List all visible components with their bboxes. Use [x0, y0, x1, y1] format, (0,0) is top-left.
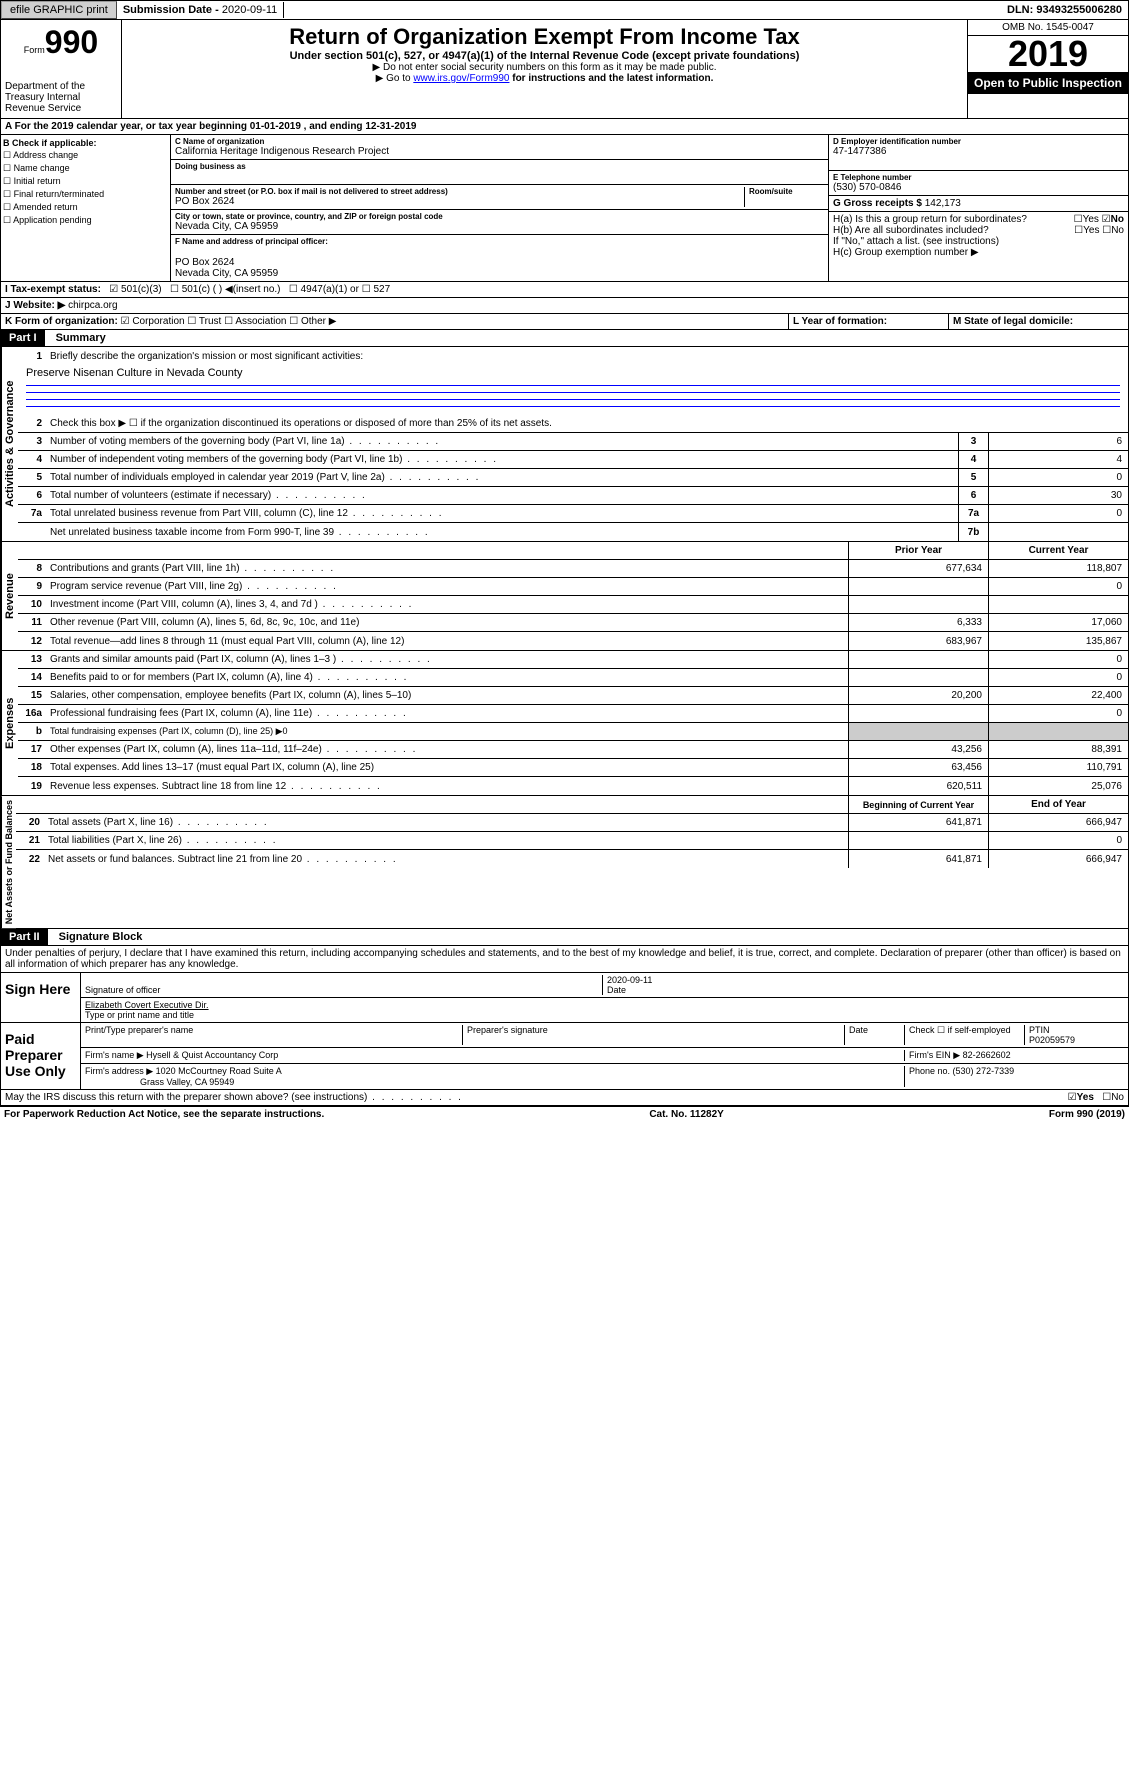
org-city: Nevada City, CA 95959 [175, 221, 824, 232]
submission-date: Submission Date - 2020-09-11 [117, 2, 284, 18]
signature-block: Under penalties of perjury, I declare th… [0, 946, 1129, 1106]
dept-treasury: Department of the Treasury Internal Reve… [5, 81, 117, 114]
sign-here-label: Sign Here [1, 973, 81, 1022]
ptin: P02059579 [1029, 1035, 1075, 1045]
org-address: PO Box 2624 [175, 196, 744, 207]
firm-name: Hysell & Quist Accountancy Corp [146, 1050, 278, 1060]
row-k-l-m: K Form of organization: ☑ Corporation ☐ … [0, 314, 1129, 330]
efile-print-button[interactable]: efile GRAPHIC print [1, 1, 117, 19]
discuss-row: May the IRS discuss this return with the… [1, 1089, 1128, 1105]
title-block: Return of Organization Exempt From Incom… [121, 20, 968, 118]
perjury-text: Under penalties of perjury, I declare th… [1, 946, 1128, 973]
col-d-right: D Employer identification number47-14773… [828, 135, 1128, 281]
row-i-tax-status: I Tax-exempt status: ☑ 501(c)(3) ☐ 501(c… [0, 282, 1129, 298]
net-assets-section: Net Assets or Fund Balances Beginning of… [0, 796, 1129, 929]
year-block: OMB No. 1545-0047 2019 Open to Public In… [968, 20, 1128, 118]
col-b-checkboxes: B Check if applicable: ☐ Address change … [1, 135, 171, 281]
form-number: Form990 Department of the Treasury Inter… [1, 20, 121, 118]
form-title: Return of Organization Exempt From Incom… [126, 24, 963, 50]
paid-preparer-label: Paid Preparer Use Only [1, 1023, 81, 1089]
top-bar: efile GRAPHIC print Submission Date - 20… [0, 0, 1129, 20]
spacer [284, 8, 1001, 12]
row-j-website: J Website: ▶ chirpca.org [0, 298, 1129, 314]
phone: (530) 570-0846 [833, 182, 1124, 193]
section-a: A For the 2019 calendar year, or tax yea… [0, 119, 1129, 135]
org-name: California Heritage Indigenous Research … [175, 146, 824, 157]
form-header: Form990 Department of the Treasury Inter… [0, 20, 1129, 119]
col-c: C Name of organizationCalifornia Heritag… [171, 135, 828, 281]
part1-header: Part I Summary [0, 330, 1129, 347]
revenue-section: Revenue Prior YearCurrent Year 8Contribu… [0, 542, 1129, 651]
activities-governance: Activities & Governance 1Briefly describ… [0, 347, 1129, 542]
gross-receipts: 142,173 [925, 198, 961, 209]
info-grid: B Check if applicable: ☐ Address change … [0, 135, 1129, 282]
mission: Preserve Nisenan Culture in Nevada Count… [26, 367, 242, 379]
officer-name: Elizabeth Covert Executive Dir. [85, 1000, 209, 1010]
part2-header: Part II Signature Block [0, 929, 1129, 946]
website: chirpca.org [68, 300, 117, 311]
footer: For Paperwork Reduction Act Notice, see … [0, 1106, 1129, 1122]
irs-link[interactable]: www.irs.gov/Form990 [413, 73, 509, 84]
ein: 47-1477386 [833, 146, 1124, 157]
dln: DLN: 93493255006280 [1001, 2, 1128, 18]
expenses-section: Expenses 13Grants and similar amounts pa… [0, 651, 1129, 796]
